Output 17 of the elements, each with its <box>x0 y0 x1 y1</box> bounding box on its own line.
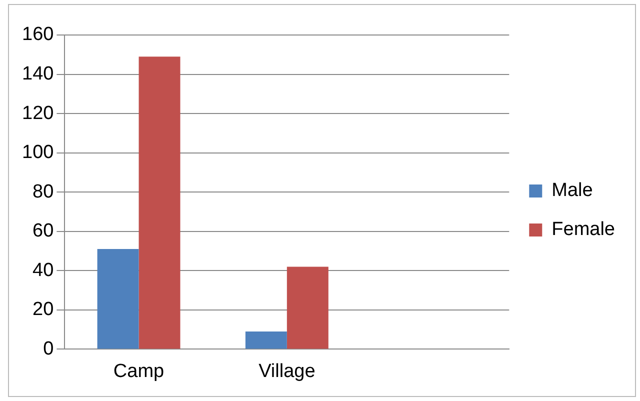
bar <box>138 56 180 349</box>
y-tick-label: 100 <box>22 142 54 164</box>
y-tick-label: 120 <box>22 102 54 124</box>
y-tick-label: 160 <box>22 24 54 46</box>
y-tick-label: 60 <box>32 220 54 242</box>
bar <box>286 266 328 349</box>
y-tick-label: 140 <box>22 64 54 85</box>
y-tick-label: 0 <box>43 338 54 360</box>
y-tick-label: 40 <box>32 260 54 281</box>
x-tick-label: Village <box>258 360 316 382</box>
y-tick-label: 80 <box>32 181 54 202</box>
bar <box>245 332 287 349</box>
bar <box>97 249 139 349</box>
legend-label: Female <box>552 219 616 240</box>
legend-label: Male <box>552 180 593 202</box>
y-tick-label: 20 <box>32 299 54 320</box>
x-tick-label: Camp <box>113 360 164 382</box>
